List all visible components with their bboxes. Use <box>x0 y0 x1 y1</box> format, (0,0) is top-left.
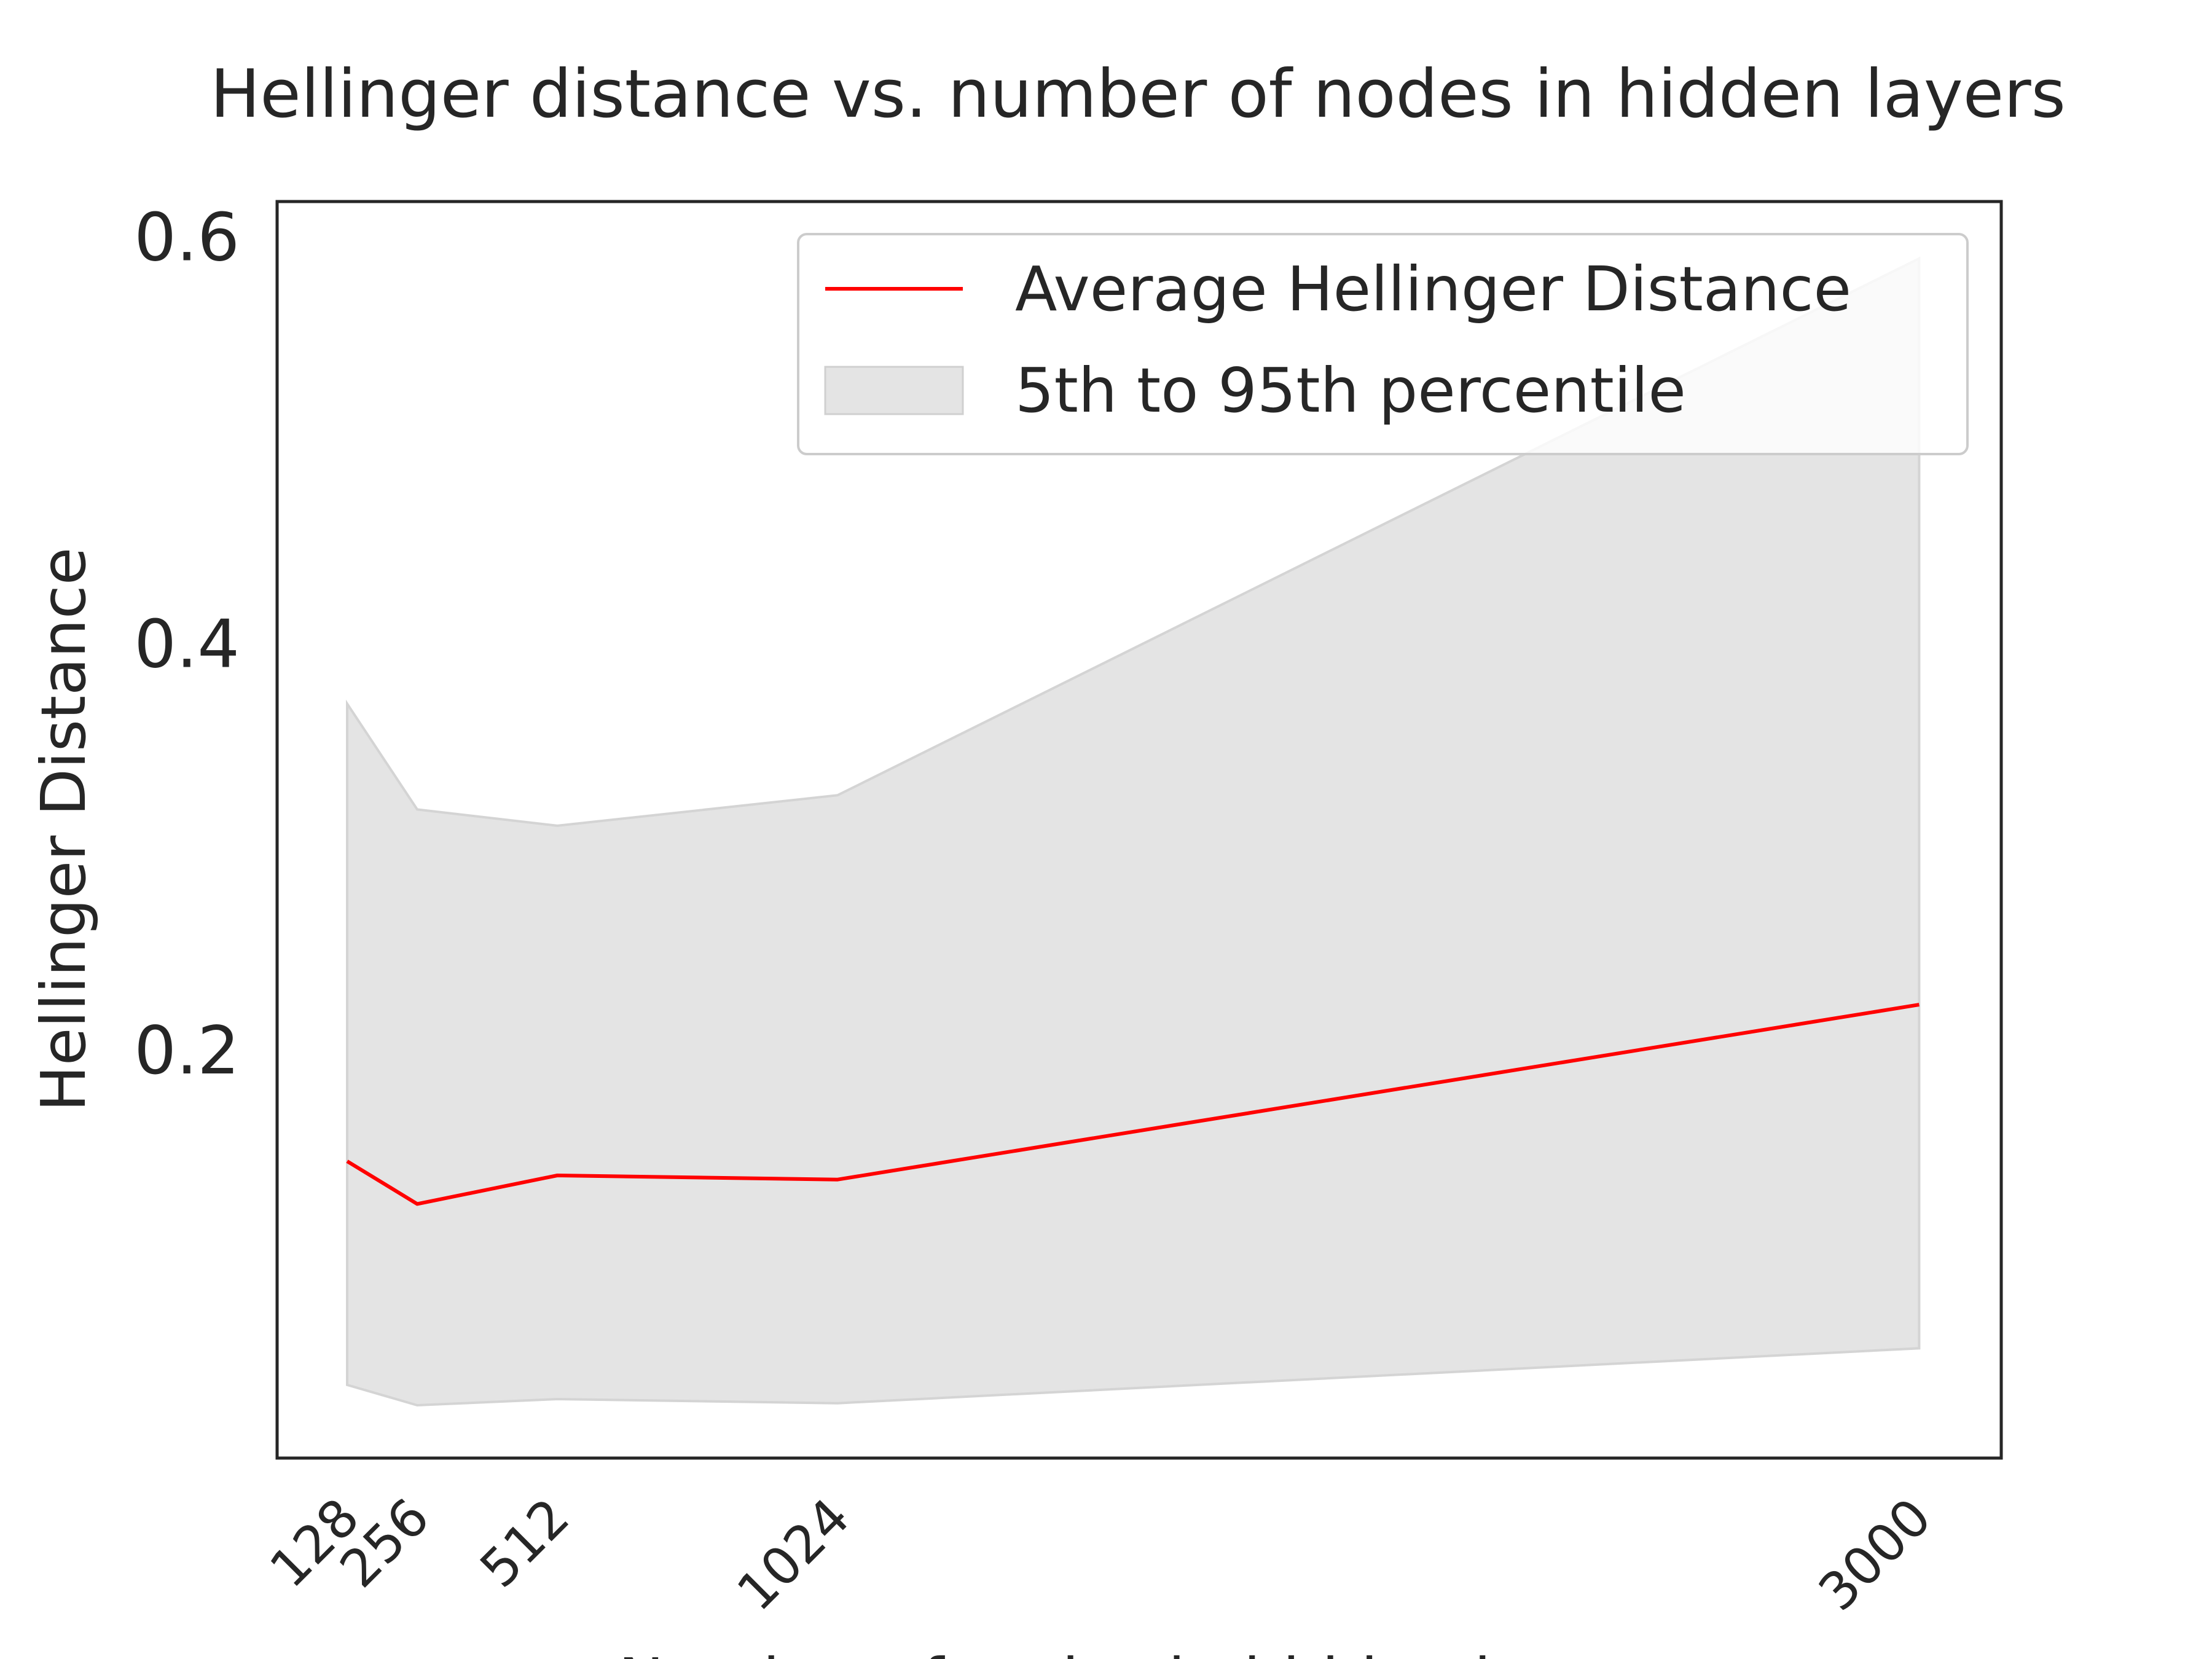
legend-box <box>797 233 1969 455</box>
y-axis-ticks: 0.2 0.4 0.6 <box>134 200 240 1090</box>
percentile-band <box>346 256 1921 1407</box>
x-tick-label: 3000 <box>1807 1487 1942 1622</box>
chart-title: Hellinger distance vs. number of nodes i… <box>210 56 2066 133</box>
legend-label-band: 5th to 95th percentile <box>1015 355 1686 426</box>
legend-band-swatch <box>824 366 964 415</box>
legend-label-average: Average Hellinger Distance <box>1015 253 1851 325</box>
plot-area <box>346 256 1921 1407</box>
legend: Average Hellinger Distance 5th to 95th p… <box>797 233 1969 455</box>
plot-frame <box>275 200 2003 1460</box>
series-line-average-hellinger-distance <box>346 1003 1920 1206</box>
x-axis-label: Number of nodes in hidden layers <box>618 1645 1660 1659</box>
x-tick-label: 512 <box>469 1487 581 1599</box>
y-axis-label: Hellinger Distance <box>28 547 100 1112</box>
y-tick-label: 0.4 <box>134 606 240 683</box>
x-tick-label: 1024 <box>726 1487 861 1622</box>
x-tick-label: 256 <box>328 1487 441 1599</box>
y-tick-label: 0.6 <box>134 200 240 276</box>
y-tick-label: 0.2 <box>134 1013 240 1089</box>
